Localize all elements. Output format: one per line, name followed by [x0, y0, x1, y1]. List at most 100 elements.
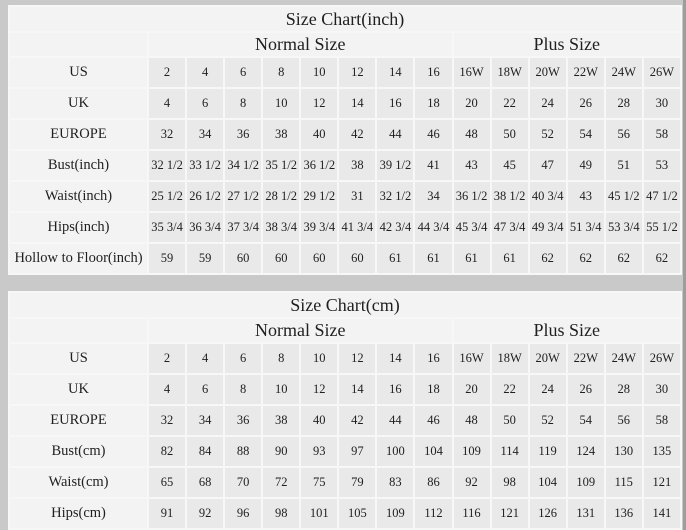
- size-value-cell: 46: [415, 120, 452, 149]
- size-value-cell: 4: [187, 58, 224, 87]
- size-value-cell: 31: [339, 182, 376, 211]
- size-value-cell: 51 3/4: [567, 213, 604, 242]
- size-value-cell: 52: [529, 120, 566, 149]
- size-value-cell: 32 1/2: [377, 182, 414, 211]
- size-value-cell: 6: [225, 58, 262, 87]
- group-header-normal-size: Normal Size: [149, 33, 452, 56]
- size-value-cell: 59: [149, 244, 186, 273]
- size-value-cell: 28: [605, 375, 642, 404]
- size-value-cell: 25 1/2: [149, 182, 186, 211]
- size-value-cell: 10: [301, 344, 338, 373]
- row-label: EUROPE: [10, 406, 147, 435]
- title-row: Size Chart(cm): [10, 293, 680, 317]
- row-label: Hips(inch): [10, 213, 147, 242]
- group-header-plus-size: Plus Size: [453, 33, 680, 56]
- size-row: Bust(inch) 32 1/2 33 1/2 34 1/2 35 1/2 36 1/2…: [10, 151, 680, 180]
- size-value-cell: 8: [225, 89, 262, 118]
- size-value-cell: 91: [149, 499, 186, 528]
- size-value-cell: 62: [605, 244, 642, 273]
- size-value-cell: 28: [605, 89, 642, 118]
- size-row: US 2 4 6 8 10 12 14 16 16W 18W 20W 22W 24W 26W: [10, 344, 680, 373]
- table-gap: [8, 275, 686, 291]
- size-value-cell: 34: [187, 120, 224, 149]
- size-value-cell: 24: [529, 375, 566, 404]
- size-value-cell: 18W: [491, 58, 528, 87]
- size-value-cell: 8: [263, 344, 300, 373]
- size-value-cell: 96: [225, 499, 262, 528]
- size-value-cell: 50: [491, 120, 528, 149]
- size-value-cell: 38: [339, 151, 376, 180]
- size-value-cell: 38: [263, 406, 300, 435]
- size-value-cell: 92: [453, 468, 490, 497]
- size-value-cell: 43: [567, 182, 604, 211]
- size-value-cell: 42 3/4: [377, 213, 414, 242]
- size-value-cell: 36: [225, 120, 262, 149]
- size-value-cell: 72: [263, 468, 300, 497]
- size-value-cell: 32: [149, 120, 186, 149]
- size-value-cell: 34: [187, 406, 224, 435]
- size-value-cell: 33 1/2: [187, 151, 224, 180]
- size-row: UK 4 6 8 10 12 14 16 18 20 22 24 26 28 30: [10, 375, 680, 404]
- size-value-cell: 59: [187, 244, 224, 273]
- row-label: UK: [10, 89, 147, 118]
- size-value-cell: 16W: [453, 58, 490, 87]
- size-value-cell: 100: [377, 437, 414, 466]
- size-value-cell: 38 3/4: [263, 213, 300, 242]
- size-value-cell: 61: [491, 244, 528, 273]
- size-value-cell: 32: [149, 406, 186, 435]
- size-value-cell: 12: [339, 344, 376, 373]
- size-value-cell: 109: [453, 437, 490, 466]
- size-value-cell: 44: [377, 120, 414, 149]
- table-title: Size Chart(cm): [10, 293, 680, 317]
- size-value-cell: 36 1/2: [453, 182, 490, 211]
- size-value-cell: 126: [529, 499, 566, 528]
- size-value-cell: 97: [339, 437, 376, 466]
- title-row: Size Chart(inch): [10, 7, 680, 31]
- size-value-cell: 28 1/2: [263, 182, 300, 211]
- size-value-cell: 18: [415, 375, 452, 404]
- size-value-cell: 10: [263, 89, 300, 118]
- row-label: UK: [10, 375, 147, 404]
- size-value-cell: 22: [491, 89, 528, 118]
- size-row: Bust(cm) 82 84 88 90 93 97 100 104 109 114 119 124 13…: [10, 437, 680, 466]
- size-value-cell: 130: [605, 437, 642, 466]
- size-value-cell: 26W: [643, 344, 680, 373]
- size-value-cell: 62: [529, 244, 566, 273]
- size-value-cell: 45 3/4: [453, 213, 490, 242]
- size-value-cell: 60: [301, 244, 338, 273]
- row-label: Bust(inch): [10, 151, 147, 180]
- row-label: EUROPE: [10, 120, 147, 149]
- size-value-cell: 16: [415, 344, 452, 373]
- size-value-cell: 105: [339, 499, 376, 528]
- size-value-cell: 4: [187, 344, 224, 373]
- size-value-cell: 12: [301, 375, 338, 404]
- size-value-cell: 14: [377, 58, 414, 87]
- size-row: US 2 4 6 8 10 12 14 16 16W 18W 20W 22W 24W 26W: [10, 58, 680, 87]
- size-value-cell: 41 3/4: [339, 213, 376, 242]
- size-value-cell: 34 1/2: [225, 151, 262, 180]
- size-value-cell: 93: [301, 437, 338, 466]
- size-value-cell: 86: [415, 468, 452, 497]
- row-label: Waist(cm): [10, 468, 147, 497]
- size-value-cell: 54: [567, 120, 604, 149]
- size-value-cell: 2: [149, 344, 186, 373]
- size-value-cell: 37 3/4: [225, 213, 262, 242]
- row-label: Hips(cm): [10, 499, 147, 528]
- size-value-cell: 22: [491, 375, 528, 404]
- size-value-cell: 61: [415, 244, 452, 273]
- size-value-cell: 36: [225, 406, 262, 435]
- size-value-cell: 62: [567, 244, 604, 273]
- size-value-cell: 45: [491, 151, 528, 180]
- size-value-cell: 109: [567, 468, 604, 497]
- row-label: US: [10, 344, 147, 373]
- size-value-cell: 26 1/2: [187, 182, 224, 211]
- size-value-cell: 136: [605, 499, 642, 528]
- size-value-cell: 112: [415, 499, 452, 528]
- size-value-cell: 92: [187, 499, 224, 528]
- size-value-cell: 6: [187, 89, 224, 118]
- group-header-row: Normal Size Plus Size: [10, 319, 680, 342]
- size-value-cell: 26: [567, 375, 604, 404]
- size-value-cell: 101: [301, 499, 338, 528]
- size-value-cell: 27 1/2: [225, 182, 262, 211]
